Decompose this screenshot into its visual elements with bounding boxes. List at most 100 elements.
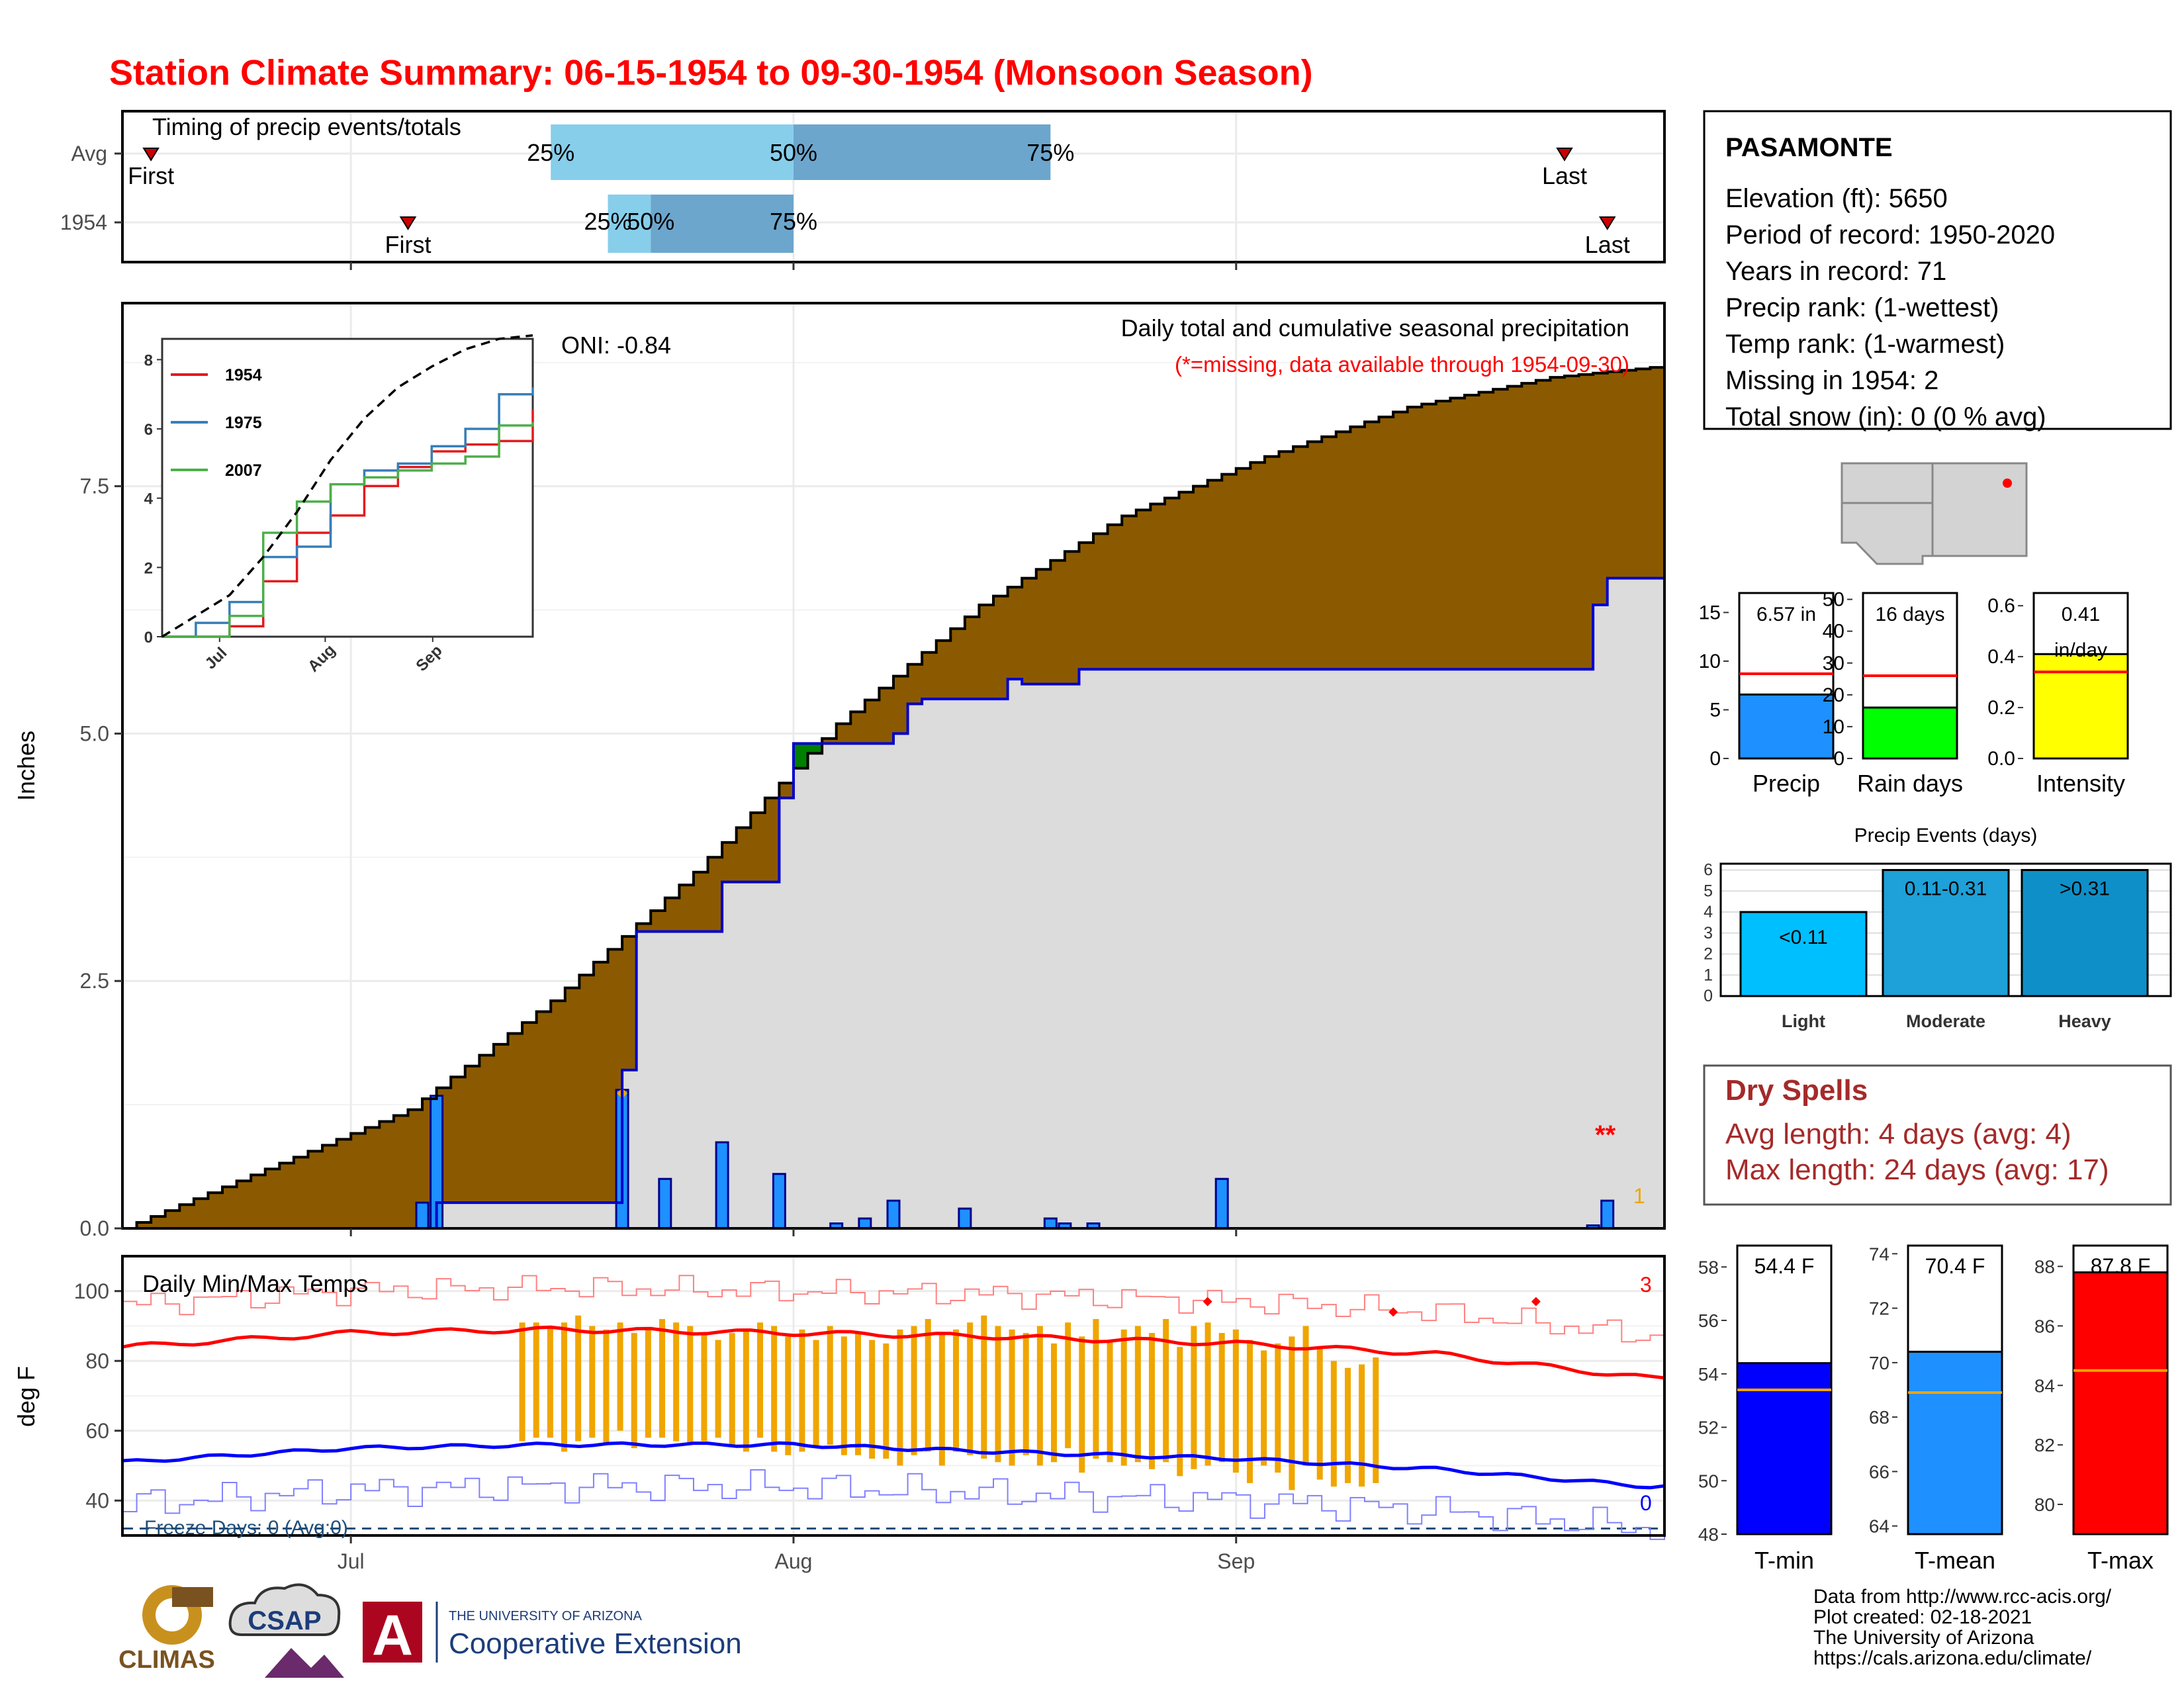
daily-precip-bar xyxy=(1043,1217,1058,1230)
daily-temp-range-bar xyxy=(1289,1336,1295,1490)
precip-events-panel: Precip Events (days) 0 1 2 3 4 5 6 <0.11 Light 0.… xyxy=(1704,825,2172,1031)
below-avg-deficit-band xyxy=(1122,516,1137,670)
temp-panel: 40 60 80 100 Daily Min/Max Temps deg F Free… xyxy=(13,1255,1666,1540)
daily-precip-bar xyxy=(658,1177,672,1230)
below-avg-deficit-band xyxy=(1193,486,1208,670)
below-avg-deficit-band xyxy=(1607,371,1622,578)
csap-logo: CSAP xyxy=(228,1583,344,1678)
summary-tick-label: 10 xyxy=(1699,651,1721,672)
daily-precip-bar xyxy=(415,1201,430,1230)
summary-bar-rain-days xyxy=(1862,706,1958,760)
hot-days-count: 3 xyxy=(1640,1273,1652,1297)
daily-precip-bar xyxy=(1600,1199,1615,1230)
summary-value-label: in/day xyxy=(2054,639,2107,661)
daily-temp-range-bar xyxy=(799,1329,805,1452)
timing-first-marker xyxy=(142,148,159,161)
summary-tick-label: 30 xyxy=(1823,653,1844,674)
daily-temp-range-bar xyxy=(1316,1347,1323,1480)
timing-row-label-1954: 1954 xyxy=(60,210,107,234)
ua-logo: A THE UNIVERSITY OF ARIZONA Cooperative … xyxy=(363,1602,742,1667)
daily-temp-range-bar xyxy=(1050,1343,1057,1463)
station-line-period: Period of record: 1950-2020 xyxy=(1725,220,2055,250)
below-avg-deficit-band xyxy=(1393,412,1408,670)
temp-bar-t-max xyxy=(2072,1271,2169,1535)
events-tick-label: 4 xyxy=(1704,903,1713,921)
map-state-shape xyxy=(1841,462,2028,565)
dry-spells-max: Max length: 24 days (avg: 17) xyxy=(1725,1154,2109,1186)
below-avg-deficit-band xyxy=(1564,376,1580,670)
station-info-frame xyxy=(1703,110,2172,430)
inset-line-2007 xyxy=(162,422,534,638)
below-avg-deficit-band xyxy=(279,1163,295,1228)
below-avg-deficit-band xyxy=(1293,446,1308,670)
inset-line-1954 xyxy=(162,409,534,638)
temp-bar-tick-label: 52 xyxy=(1698,1418,1719,1438)
temp-bar-tick-label: 74 xyxy=(1869,1244,1889,1264)
below-avg-deficit-band xyxy=(1164,498,1180,670)
below-avg-deficit-band xyxy=(551,1001,566,1203)
daily-temp-range-bar xyxy=(883,1343,889,1459)
below-avg-deficit-band xyxy=(536,1011,551,1203)
inset-legend-label: 1975 xyxy=(225,414,262,432)
daily-temp-range-bar xyxy=(533,1322,539,1438)
daily-temp-range-bar xyxy=(687,1326,694,1445)
temp-bar-tick-label: 84 xyxy=(2034,1375,2055,1396)
station-line-missing: Missing in 1954: 2 xyxy=(1725,366,1938,395)
daily-temp-range-bar xyxy=(1205,1322,1211,1466)
below-avg-deficit-band xyxy=(1407,406,1422,670)
inset-y-tick-label: 0 xyxy=(144,629,153,647)
record-high-marker xyxy=(1203,1297,1212,1306)
below-avg-deficit-band xyxy=(651,911,666,932)
below-avg-deficit-band xyxy=(722,842,737,882)
record-low-line xyxy=(122,1469,1665,1540)
below-avg-deficit-band xyxy=(836,723,851,744)
below-avg-deficit-band xyxy=(1250,462,1265,670)
climas-logo-band xyxy=(172,1587,213,1607)
below-avg-deficit-band xyxy=(251,1175,266,1228)
daily-temp-range-bar xyxy=(1009,1329,1015,1466)
summary-name-label: Intensity xyxy=(2036,770,2125,797)
below-avg-deficit-band xyxy=(950,628,966,700)
below-avg-deficit-band xyxy=(622,936,637,1070)
dry-spells-title: Dry Spells xyxy=(1725,1074,1868,1107)
avg-cumulative-line xyxy=(122,366,1664,1230)
main-y-tick-label: 5.0 xyxy=(80,721,109,745)
daily-temp-range-bar xyxy=(756,1322,763,1438)
below-avg-deficit-band xyxy=(408,1109,423,1228)
daily-temp-range-bar xyxy=(1023,1333,1029,1455)
station-line-snow: Total snow (in): 0 (0 % avg) xyxy=(1725,402,2046,432)
daily-temp-range-bar xyxy=(743,1329,749,1452)
timing-first-marker xyxy=(399,216,417,230)
main-y-axis-label: Inches xyxy=(13,731,40,801)
inset-y-tick-label: 4 xyxy=(144,490,154,508)
ua-logo-letter: A xyxy=(372,1604,413,1667)
missing-count: 1 xyxy=(1633,1184,1645,1208)
below-avg-deficit-band xyxy=(265,1169,280,1228)
below-avg-deficit-band xyxy=(1422,404,1437,670)
temp-bar-value-label: 54.4 F xyxy=(1754,1254,1815,1278)
below-avg-deficit-band xyxy=(593,962,609,1203)
daily-temp-range-bar xyxy=(827,1326,833,1445)
below-avg-deficit-band xyxy=(1179,492,1194,670)
temp-bar-tick-label: 80 xyxy=(2034,1494,2055,1515)
daily-temp-range-bar xyxy=(1261,1350,1267,1466)
daily-temp-range-bar xyxy=(1065,1322,1071,1449)
main-missing-note: (*=missing, data available through 1954-… xyxy=(1175,352,1629,377)
temp-bar-value-label: 70.4 F xyxy=(1925,1254,1985,1278)
summary-value-label: 16 days xyxy=(1875,604,1944,625)
temp-bar-tick-label: 48 xyxy=(1698,1524,1719,1545)
daily-temp-range-bar xyxy=(1330,1361,1337,1487)
below-avg-deficit-band xyxy=(351,1133,366,1228)
temp-y-tick-label: 80 xyxy=(85,1349,109,1373)
summary-value-label: 0.41 xyxy=(2062,604,2100,625)
ua-small-text: THE UNIVERSITY OF ARIZONA xyxy=(449,1609,643,1623)
temp-bar-tick-label: 58 xyxy=(1698,1257,1719,1277)
below-avg-deficit-band xyxy=(508,1033,523,1203)
events-category-label: Moderate xyxy=(1906,1011,1985,1031)
events-bar-light xyxy=(1739,911,1868,997)
below-avg-deficit-band xyxy=(493,1044,509,1203)
below-avg-deficit-band xyxy=(308,1151,323,1228)
month-tick-label: Aug xyxy=(775,1549,813,1573)
summary-tick-label: 20 xyxy=(1823,684,1844,706)
